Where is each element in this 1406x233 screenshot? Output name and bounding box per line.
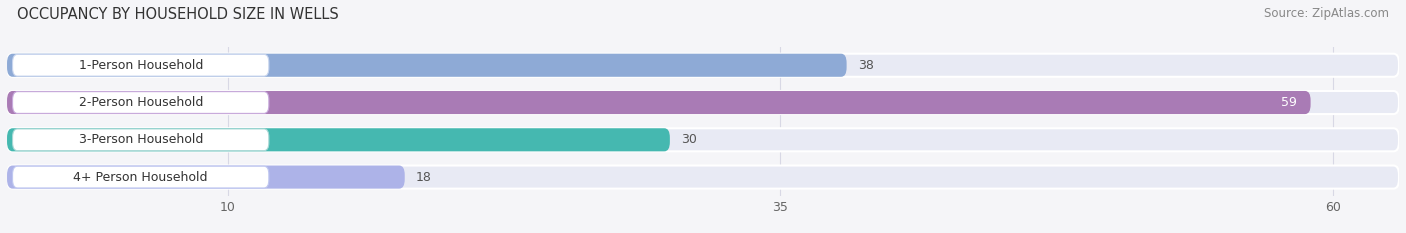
FancyBboxPatch shape [7, 91, 1399, 114]
FancyBboxPatch shape [7, 165, 1399, 189]
FancyBboxPatch shape [13, 129, 269, 151]
Text: 3-Person Household: 3-Person Household [79, 133, 202, 146]
FancyBboxPatch shape [13, 54, 269, 76]
FancyBboxPatch shape [7, 54, 846, 77]
Text: 2-Person Household: 2-Person Household [79, 96, 202, 109]
FancyBboxPatch shape [13, 92, 269, 113]
FancyBboxPatch shape [7, 128, 669, 151]
FancyBboxPatch shape [13, 166, 269, 188]
FancyBboxPatch shape [7, 54, 1399, 77]
Text: OCCUPANCY BY HOUSEHOLD SIZE IN WELLS: OCCUPANCY BY HOUSEHOLD SIZE IN WELLS [17, 7, 339, 22]
FancyBboxPatch shape [7, 165, 405, 189]
FancyBboxPatch shape [7, 91, 1310, 114]
Text: 4+ Person Household: 4+ Person Household [73, 171, 208, 184]
Text: 18: 18 [416, 171, 432, 184]
Text: 59: 59 [1281, 96, 1298, 109]
Text: 1-Person Household: 1-Person Household [79, 59, 202, 72]
FancyBboxPatch shape [7, 128, 1399, 151]
Text: 38: 38 [858, 59, 873, 72]
Text: Source: ZipAtlas.com: Source: ZipAtlas.com [1264, 7, 1389, 20]
Text: 30: 30 [681, 133, 697, 146]
